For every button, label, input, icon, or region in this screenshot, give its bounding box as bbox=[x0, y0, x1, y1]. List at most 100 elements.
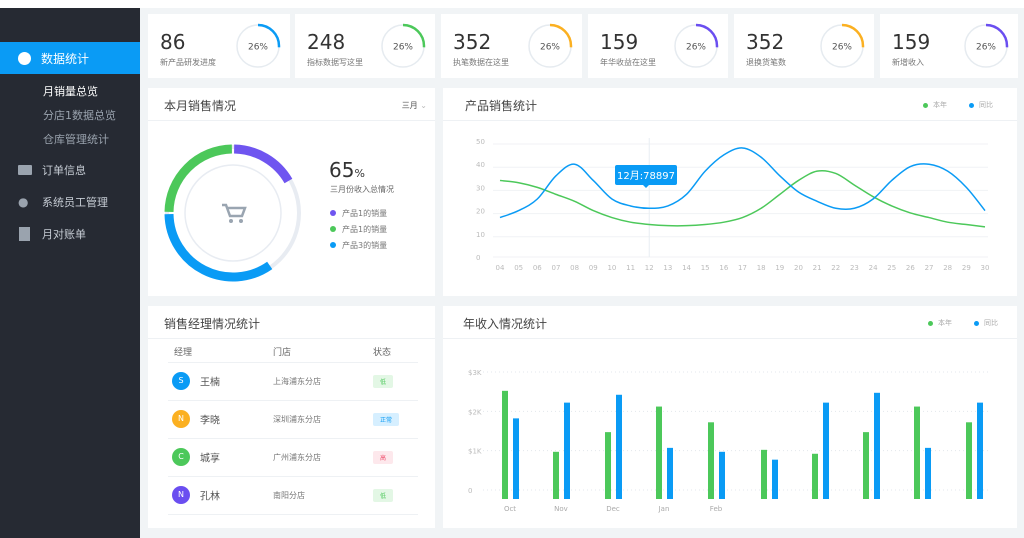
chevron-down-icon: ⌄ bbox=[420, 101, 427, 110]
x-tick-label: Dec bbox=[606, 505, 620, 513]
stat-value: 248 bbox=[307, 30, 346, 54]
chart-legend: 本年 同比 bbox=[928, 318, 998, 328]
x-tick-label: 04 bbox=[496, 264, 505, 272]
bar bbox=[616, 394, 622, 499]
nav-label: 数据统计 bbox=[41, 51, 90, 66]
x-tick-label: 19 bbox=[775, 264, 784, 272]
stat-value: 159 bbox=[600, 30, 639, 54]
series-line bbox=[499, 147, 986, 219]
stat-card: 352 执笔数据在这里 26% bbox=[441, 14, 582, 78]
donut-segment bbox=[164, 213, 273, 282]
status-badge: 低 bbox=[373, 488, 394, 502]
panel-title: 年收入情况统计 bbox=[463, 317, 548, 331]
month-select[interactable]: 三月 ⌄ bbox=[401, 101, 427, 110]
bar bbox=[823, 402, 829, 499]
stat-label: 新增收入 bbox=[892, 58, 924, 67]
chart-legend: 本年 同比 bbox=[923, 100, 993, 110]
avatar: N bbox=[172, 486, 190, 504]
stat-percent: 26% bbox=[832, 43, 852, 53]
col-header-manager: 经理 bbox=[168, 342, 273, 363]
y-tick-label: 50 bbox=[476, 138, 485, 146]
nav-item-staff[interactable]: ● 系统员工管理 bbox=[18, 194, 108, 210]
gauge-icon bbox=[18, 51, 31, 65]
nav-label: 月对账单 bbox=[42, 228, 86, 241]
y-tick-label: 40 bbox=[476, 161, 485, 169]
bar bbox=[812, 453, 818, 499]
stat-label: 指标数据写这里 bbox=[307, 58, 363, 67]
stat-progress-ring: 26% bbox=[963, 23, 1009, 69]
nav-label: 订单信息 bbox=[42, 164, 86, 177]
stat-progress-ring: 26% bbox=[527, 23, 573, 69]
stat-percent: 26% bbox=[540, 43, 560, 53]
monthly-sales-panel: 本月销售情况 三月 ⌄ 65% 三月份收入总情况 产品1的销量 产品1的销量 产品3… bbox=[148, 88, 435, 296]
stat-card: 159 新增收入 26% bbox=[880, 14, 1018, 78]
x-tick-label: 16 bbox=[719, 264, 728, 272]
manager-name: 孔林 bbox=[200, 491, 220, 503]
cart-icon bbox=[222, 203, 247, 223]
nav-item-data-stats[interactable]: 数据统计 bbox=[0, 42, 140, 74]
y-tick-label: $2K bbox=[468, 408, 482, 416]
stat-card: 352 退换货笔数 26% bbox=[734, 14, 874, 78]
stat-percent: 26% bbox=[393, 43, 413, 53]
users-icon: ● bbox=[18, 195, 29, 209]
store-name: 深圳浦东分店 bbox=[273, 400, 373, 439]
table-row[interactable]: S 王楠 上海浦东分店低 bbox=[168, 362, 418, 401]
status-badge: 正常 bbox=[373, 412, 400, 426]
stat-label: 新产品研发进度 bbox=[160, 58, 216, 67]
x-tick-label: 24 bbox=[869, 264, 878, 272]
stat-label: 执笔数据在这里 bbox=[453, 58, 509, 67]
bar bbox=[977, 402, 983, 499]
col-header-store: 门店 bbox=[273, 342, 373, 363]
stat-card: 159 年华收益在这里 26% bbox=[588, 14, 728, 78]
manager-name: 李晓 bbox=[200, 415, 220, 427]
bar bbox=[966, 422, 972, 499]
managers-table: 经理 门店 状态 S 王楠 上海浦东分店低 N 李晓 深圳浦东分店 正常 C 城享 广州浦东… bbox=[168, 342, 418, 515]
status-badge: 低 bbox=[373, 374, 394, 388]
x-tick-label: Oct bbox=[504, 505, 516, 513]
bar-chart: 0 $1K $2K $3K Oct Nov Dec Jan Feb bbox=[468, 369, 991, 513]
sales-donut bbox=[164, 144, 301, 282]
percent-caption: 三月份收入总情况 bbox=[330, 185, 394, 194]
stat-label: 退换货笔数 bbox=[746, 58, 786, 67]
nav-label: 系统员工管理 bbox=[42, 196, 108, 209]
bar bbox=[874, 392, 880, 499]
bar bbox=[719, 451, 725, 499]
stat-value: 352 bbox=[746, 30, 785, 54]
x-tick-label: 09 bbox=[589, 264, 598, 272]
x-tick-label: 20 bbox=[794, 264, 803, 272]
bar bbox=[513, 418, 519, 499]
x-tick-label: 14 bbox=[682, 264, 691, 272]
stat-percent: 26% bbox=[248, 43, 268, 53]
stat-percent: 26% bbox=[976, 43, 996, 53]
avatar: N bbox=[172, 410, 190, 428]
x-tick-label: 13 bbox=[663, 264, 672, 272]
col-header-status: 状态 bbox=[373, 342, 418, 363]
y-tick-label: 20 bbox=[476, 208, 485, 216]
sidebar: 数据统计 月销量总览 分店1数据总览 仓库管理统计 订单信息 ● 系统员工管理 月… bbox=[0, 8, 140, 538]
x-tick-label: 26 bbox=[906, 264, 915, 272]
table-row[interactable]: C 城享 广州浦东分店高 bbox=[168, 438, 418, 477]
nav-sub-branch-data[interactable]: 分店1数据总览 bbox=[43, 109, 116, 122]
manager-name: 王楠 bbox=[200, 377, 220, 389]
avatar: S bbox=[172, 372, 190, 390]
nav-sub-warehouse[interactable]: 仓库管理统计 bbox=[43, 133, 109, 146]
tooltip-arrow bbox=[643, 185, 649, 188]
x-tick-label: 06 bbox=[533, 264, 542, 272]
nav-item-orders[interactable]: 订单信息 bbox=[18, 162, 86, 178]
bar bbox=[667, 447, 673, 499]
table-row[interactable]: N 孔林 南阳分店低 bbox=[168, 476, 418, 515]
nav-item-billing[interactable]: 月对账单 bbox=[18, 226, 86, 242]
x-tick-label: Feb bbox=[710, 505, 723, 513]
x-tick-label: 21 bbox=[813, 264, 822, 272]
bar bbox=[708, 422, 714, 499]
nav-sub-monthly-sales[interactable]: 月销量总览 bbox=[43, 85, 98, 98]
donut-segment bbox=[233, 144, 293, 184]
table-row[interactable]: N 李晓 深圳浦东分店 正常 bbox=[168, 400, 418, 439]
legend-yoy: 同比 bbox=[974, 318, 998, 328]
bar bbox=[914, 406, 920, 499]
legend-this-year: 本年 bbox=[923, 100, 947, 110]
x-tick-label: 12 bbox=[645, 264, 654, 272]
mail-icon bbox=[18, 165, 32, 175]
bar bbox=[656, 406, 662, 499]
donut-segment bbox=[164, 144, 233, 213]
